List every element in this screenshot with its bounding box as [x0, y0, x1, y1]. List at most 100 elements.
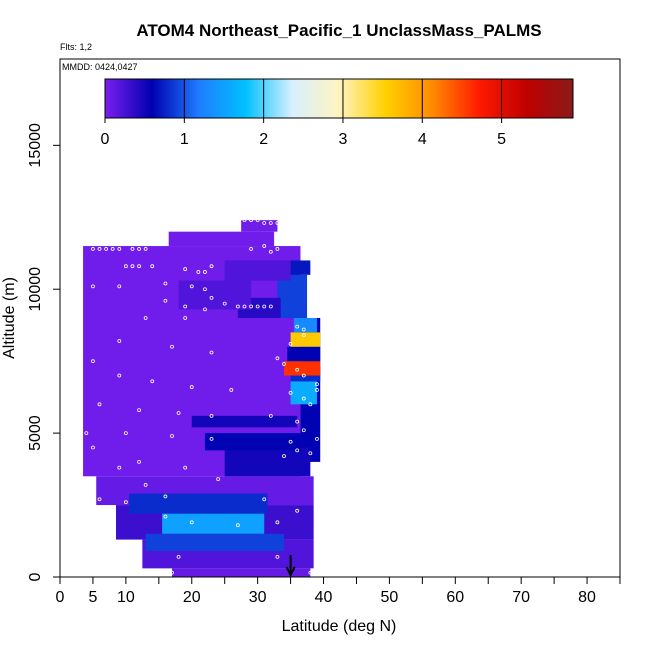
sample-point [209, 436, 214, 441]
sample-point [249, 218, 253, 223]
sample-point [97, 247, 102, 251]
sample-point [275, 221, 280, 225]
y-tick-label: 15000 [27, 123, 44, 168]
colorbar-tick-label: 2 [259, 131, 268, 148]
sample-point [315, 436, 319, 441]
sample-point [275, 356, 280, 361]
sample-point [275, 247, 280, 251]
sample-point [170, 344, 174, 349]
sample-point [255, 218, 260, 223]
sample-point [183, 304, 188, 309]
arrow-marker [285, 555, 296, 578]
sample-point [117, 339, 122, 343]
chart-title: ATOM4 Northeast_Pacific_1 UnclassMass_PA… [136, 21, 541, 40]
sample-point [143, 247, 148, 251]
heatmap-cell [129, 493, 268, 514]
sample-point [295, 367, 300, 372]
sample-point [301, 396, 306, 401]
sample-point [308, 570, 313, 575]
sample-point [262, 221, 267, 225]
sample-point [301, 333, 306, 338]
sample-point [196, 270, 201, 274]
sample-point [275, 520, 280, 525]
colorbar-gradient [104, 78, 574, 119]
sample-point [130, 247, 135, 251]
sample-point [137, 264, 141, 269]
sample-point [235, 523, 240, 528]
y-tick-label: 0 [27, 572, 44, 581]
sample-point [110, 247, 115, 251]
x-tick-label: 60 [446, 589, 464, 606]
dates-label: MMDD: 0424,0427 [62, 62, 138, 72]
sample-point [117, 247, 122, 251]
heatmap-cell [241, 220, 278, 232]
sample-point [183, 267, 188, 271]
sample-point [268, 249, 273, 254]
sample-point [295, 324, 300, 329]
sample-point [242, 304, 247, 309]
sample-point [301, 327, 306, 332]
sample-point [209, 264, 214, 269]
sample-point [150, 379, 155, 384]
sample-point [268, 304, 273, 309]
sample-point [97, 497, 102, 502]
colorbar: 0 1 2 3 4 5 [101, 78, 574, 148]
sample-point [97, 402, 102, 407]
x-tick-label: 70 [512, 589, 530, 606]
sample-point [262, 304, 267, 309]
sample-point [222, 301, 227, 306]
sample-point [123, 264, 128, 269]
sample-point [288, 341, 293, 346]
sample-point [104, 247, 109, 251]
sample-point [255, 304, 260, 309]
sample-point [150, 264, 155, 269]
sample-point [183, 465, 188, 470]
sample-point [235, 218, 240, 223]
plot-frame [59, 58, 621, 578]
sample-point [315, 388, 319, 392]
sample-point [203, 307, 207, 312]
sample-point [189, 385, 194, 389]
sample-point [163, 514, 168, 519]
sample-point [189, 520, 194, 525]
sample-point [301, 373, 306, 378]
heatmap-cell [290, 260, 311, 275]
sample-point [123, 500, 128, 505]
sample-point [308, 451, 313, 456]
heatmap-cell [277, 274, 308, 318]
heatmap-cell [178, 280, 252, 310]
sample-point [117, 373, 122, 378]
x-tick-label: 30 [249, 589, 267, 606]
heatmap-cell [191, 415, 298, 428]
sample-point [229, 388, 234, 392]
sample-point [91, 359, 95, 364]
heatmap-cell [172, 568, 311, 577]
sample-point [203, 270, 207, 274]
sample-point [262, 497, 267, 502]
sample-point [84, 431, 89, 436]
sample-point [117, 465, 122, 470]
x-tick-label: 5 [88, 589, 97, 606]
sample-point [137, 459, 141, 464]
colorbar-tick-label: 0 [101, 131, 110, 148]
sample-point [229, 215, 234, 220]
heatmap-cells [83, 220, 321, 577]
sample-point [268, 413, 273, 418]
heatmap-cell [224, 447, 311, 477]
sample-point [216, 477, 221, 482]
sample-point [288, 390, 293, 395]
heatmap-cell [293, 318, 317, 333]
heatmap-cell [290, 381, 317, 405]
sample-point [209, 295, 214, 300]
y-tick-label: 5000 [27, 415, 44, 451]
sample-point [130, 264, 135, 269]
sample-point [91, 445, 95, 450]
sample-point [163, 298, 168, 303]
sample-point [189, 284, 194, 289]
sample-point [235, 304, 240, 309]
sample-point [209, 350, 214, 355]
heatmap-cell [204, 433, 301, 451]
sample-point [301, 428, 306, 433]
sample-point [91, 247, 95, 251]
